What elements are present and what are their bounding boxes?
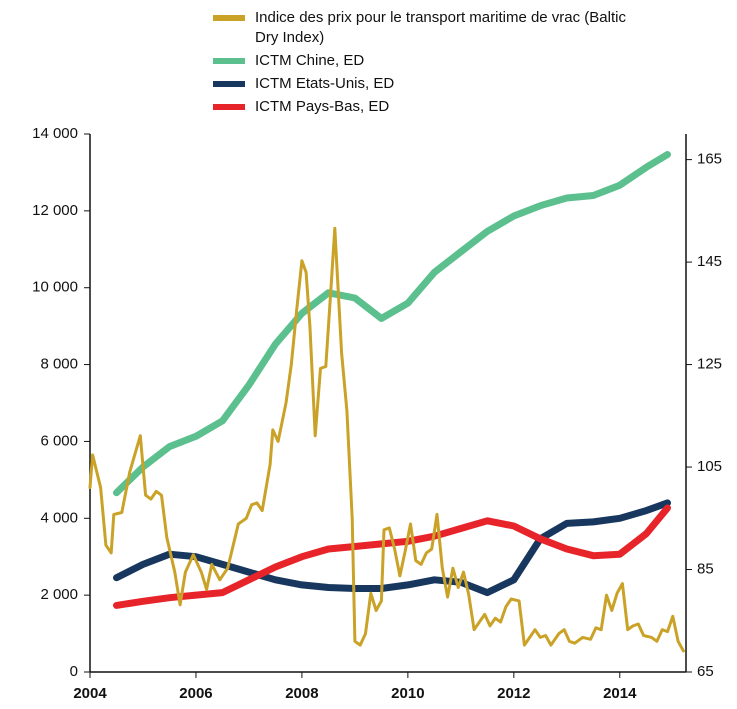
x-tick-label: 2004	[73, 685, 107, 702]
y-tick-label: 12 000	[32, 202, 78, 219]
legend-swatch	[213, 104, 245, 110]
legend-swatch	[213, 15, 245, 21]
series-line	[88, 226, 685, 653]
y-tick-label: 10 000	[32, 279, 78, 296]
legend-swatch	[213, 81, 245, 87]
y2-tick-label: 145	[697, 253, 722, 270]
legend-label: Indice des prix pour le transport mariti…	[255, 9, 626, 46]
y-tick-label: 2 000	[40, 586, 78, 603]
legend-label: ICTM Chine, ED	[255, 52, 365, 69]
legend-label: ICTM Etats-Unis, ED	[255, 75, 395, 92]
x-tick-label: 2008	[285, 685, 318, 702]
series-line	[113, 151, 671, 497]
y-tick-label: 8 000	[40, 356, 78, 373]
legend-item: ICTM Chine, ED	[213, 51, 633, 71]
legend-item: Indice des prix pour le transport mariti…	[213, 8, 633, 48]
series-line	[113, 499, 671, 597]
y2-tick-label: 85	[697, 560, 714, 577]
series-line	[113, 504, 671, 609]
y2-tick-label: 65	[697, 663, 714, 680]
y-tick-label: 6 000	[40, 432, 78, 449]
x-tick-label: 2012	[497, 685, 530, 702]
legend-item: ICTM Pays-Bas, ED	[213, 97, 633, 117]
y-tick-label: 14 000	[32, 125, 78, 142]
y2-tick-label: 165	[697, 151, 722, 168]
x-tick-label: 2010	[391, 685, 424, 702]
y2-tick-label: 125	[697, 356, 722, 373]
y-tick-label: 0	[70, 663, 78, 680]
legend: Indice des prix pour le transport mariti…	[213, 8, 633, 120]
y-tick-label: 4 000	[40, 509, 78, 526]
legend-item: ICTM Etats-Unis, ED	[213, 74, 633, 94]
x-tick-label: 2014	[603, 685, 637, 702]
y2-tick-label: 105	[697, 458, 722, 475]
legend-swatch	[213, 58, 245, 64]
legend-label: ICTM Pays-Bas, ED	[255, 98, 390, 115]
x-tick-label: 2006	[179, 685, 212, 702]
